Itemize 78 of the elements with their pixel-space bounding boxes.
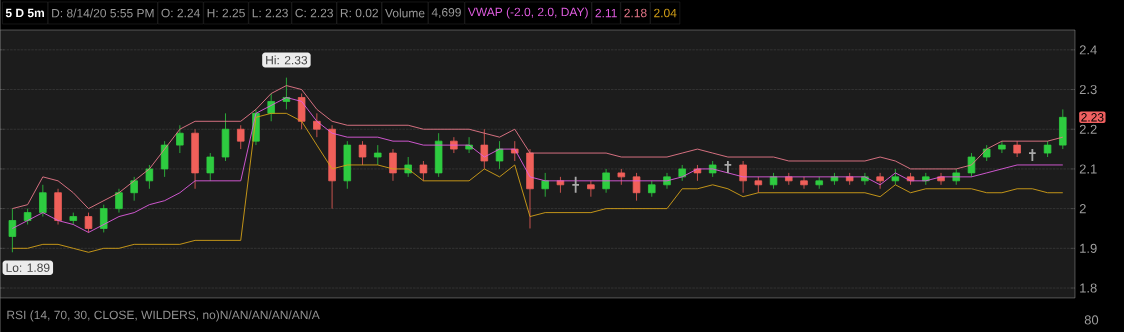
- text: H: 2.25: [207, 8, 245, 18]
- y-tick-label: 2.1: [1079, 164, 1097, 174]
- annotation: Lo: 1.89: [6, 263, 50, 273]
- text: VWAP (-2.0, 2.0, DAY): [467, 7, 588, 19]
- text: 2.11: [595, 8, 617, 18]
- candlestick: [480, 128, 489, 170]
- candlestick: [328, 124, 336, 210]
- candlestick: [571, 176, 580, 194]
- text: 2.23: [1081, 113, 1104, 122]
- candlestick: [419, 160, 428, 182]
- candlestick: [891, 168, 900, 186]
- candlestick: [526, 148, 534, 229]
- candlestick: [602, 168, 610, 194]
- candlestick: [374, 144, 382, 166]
- candlestick: [982, 144, 991, 162]
- candlestick: [632, 172, 641, 202]
- candlestick: [69, 212, 78, 225]
- candlestick: [343, 140, 352, 190]
- candlestick: [434, 132, 443, 178]
- candlestick: [800, 176, 808, 190]
- y-tick-label: 1.9: [1080, 243, 1097, 253]
- candlestick: [617, 168, 626, 186]
- text: R: 0.02: [340, 8, 378, 18]
- candlestick: [267, 93, 275, 122]
- candlestick: [145, 164, 154, 190]
- candlestick: [678, 164, 686, 182]
- candlestick: [236, 124, 245, 150]
- candlestick: [206, 152, 215, 182]
- candlestick: [754, 176, 763, 194]
- candlestick: [358, 140, 367, 166]
- text: C: 2.23: [295, 8, 333, 18]
- candlestick: [1059, 109, 1067, 150]
- text: D: 8/14/20 5:55 PM: [52, 8, 154, 18]
- candlestick: [313, 112, 321, 138]
- candlestick: [648, 180, 656, 198]
- y-tick-label: 2: [1079, 204, 1086, 214]
- text: 4,699: [431, 8, 461, 18]
- y-tick-label: 2.4: [1079, 45, 1097, 55]
- candlestick: [1013, 140, 1021, 158]
- text: 2.18: [624, 8, 647, 18]
- text: RSI (14, 70, 30, CLOSE, WILDERS, no)N/AN/AN/AN/AN/A: [7, 310, 320, 322]
- y-tick-label: 2.3: [1079, 84, 1097, 95]
- y-tick-label: 1.8: [1080, 283, 1097, 293]
- candlestick: [389, 148, 397, 182]
- candlestick: [130, 176, 138, 202]
- text: 80: [1084, 315, 1099, 325]
- candlestick: [221, 112, 230, 162]
- text: O: 2.24: [161, 8, 200, 18]
- candlestick: [191, 128, 199, 190]
- y-tick-label: 2.2: [1079, 124, 1097, 134]
- candlestick: [54, 188, 62, 225]
- candlestick: [723, 160, 733, 174]
- candlestick: [176, 124, 184, 154]
- text: 2.04: [654, 8, 677, 18]
- annotation: Hi: 2.33: [266, 55, 308, 65]
- candlestick: [967, 152, 976, 178]
- candlestick: [998, 140, 1006, 154]
- candlestick: [541, 172, 549, 198]
- candlestick: [297, 93, 306, 130]
- text: Volume: [385, 8, 425, 18]
- candlestick: [99, 204, 108, 233]
- chart-title: 5 D 5m: [5, 8, 44, 18]
- candlestick: [8, 208, 17, 253]
- candlestick: [1028, 148, 1037, 162]
- candlestick: [1043, 140, 1052, 158]
- candlestick: [115, 188, 123, 214]
- text: L: 2.23: [252, 8, 288, 18]
- candlestick: [587, 180, 595, 198]
- candlestick: [739, 160, 747, 194]
- candlestick: [876, 172, 884, 190]
- candlestick: [663, 172, 671, 190]
- candlestick: [23, 208, 32, 225]
- candlestick: [556, 176, 565, 194]
- candlestick: [815, 176, 823, 190]
- candlestick: [39, 184, 47, 217]
- candlestick: [160, 140, 169, 178]
- candlestick: [84, 212, 93, 233]
- candlestick: [495, 140, 504, 170]
